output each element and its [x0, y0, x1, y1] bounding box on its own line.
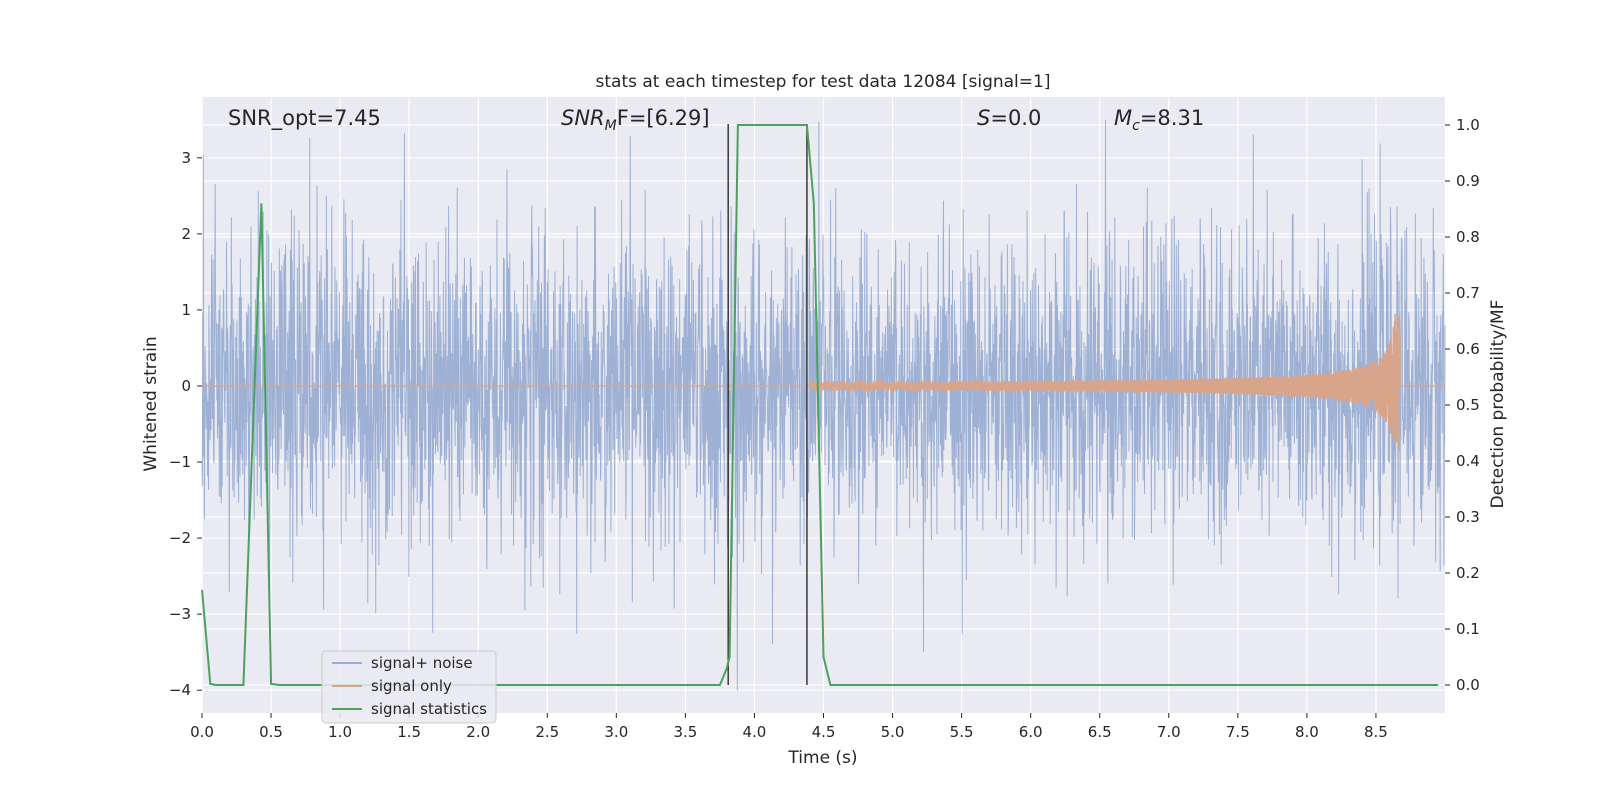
series-signal-noise	[201, 119, 1446, 691]
x-tick-label: 5.5	[950, 723, 974, 741]
x-tick-label: 0.5	[259, 723, 283, 741]
x-axis-label: Time (s)	[787, 748, 857, 768]
y-axis-label-left: Whitened strain	[141, 336, 161, 471]
x-tick-label: 4.5	[812, 723, 836, 741]
x-tick-label: 2.5	[535, 723, 559, 741]
annotation-s: S=0.0	[977, 106, 1041, 130]
x-tick-label: 5.0	[881, 723, 905, 741]
signal-statistics-layer	[201, 124, 1439, 686]
series-signal-only	[202, 313, 1445, 451]
legend: signal+ noise signal only signal statist…	[321, 650, 497, 724]
legend-label-signal: signal only	[371, 677, 452, 695]
x-tick-label: 4.0	[743, 723, 767, 741]
x-tick-label: 3.0	[604, 723, 628, 741]
annotation-mc: Mc=8.31	[1114, 106, 1204, 134]
y-right-tick-label: 0.3	[1456, 508, 1480, 526]
y-right-tick-label: 0.5	[1456, 396, 1480, 414]
y-axis-label-right: Detection probability/MF	[1488, 300, 1508, 509]
marker-lines	[727, 124, 808, 685]
x-tick-label: 6.0	[1019, 723, 1043, 741]
y-left-tick-label: −1	[169, 453, 191, 471]
x-tick-label: 7.5	[1226, 723, 1250, 741]
y-left-tick-label: −4	[169, 681, 191, 699]
signal-noise-layer	[201, 119, 1446, 691]
y-right-tick-label: 0.1	[1456, 620, 1480, 638]
y-left-tick-label: 1	[181, 301, 191, 319]
x-tick-label: 2.0	[466, 723, 490, 741]
legend-label-statistics: signal statistics	[371, 700, 487, 718]
chart-title: stats at each timestep for test data 120…	[596, 72, 1051, 92]
ticks: 0.0 0.5 1.0 1.5 2.0 2.5 3.0 3.5 4.0 4.5 5.0 5.5 6.0 6…	[169, 116, 1480, 741]
y-right-tick-label: 0.0	[1456, 676, 1480, 694]
x-tick-label: 6.5	[1088, 723, 1112, 741]
x-tick-label: 8.0	[1295, 723, 1319, 741]
y-right-tick-label: 0.4	[1456, 452, 1480, 470]
x-tick-label: 8.5	[1364, 723, 1388, 741]
legend-box	[321, 650, 497, 724]
series-signal-statistics	[201, 124, 1439, 686]
y-right-tick-label: 0.8	[1456, 228, 1480, 246]
annotation-snr-opt: SNR_opt=7.45	[228, 106, 381, 131]
legend-label-noise: signal+ noise	[371, 654, 473, 672]
y-right-tick-label: 0.2	[1456, 564, 1480, 582]
x-tick-label: 1.5	[397, 723, 421, 741]
y-left-tick-label: 0	[181, 377, 191, 395]
y-left-tick-label: −3	[169, 605, 191, 623]
x-tick-label: 0.0	[190, 723, 214, 741]
y-left-tick-label: −2	[169, 529, 191, 547]
signal-only-layer	[202, 313, 1445, 451]
y-right-tick-label: 0.7	[1456, 284, 1480, 302]
x-tick-label: 1.0	[328, 723, 352, 741]
y-left-tick-label: 3	[181, 149, 191, 167]
x-tick-label: 3.5	[673, 723, 697, 741]
y-right-tick-label: 1.0	[1456, 116, 1480, 134]
y-left-tick-label: 2	[181, 225, 191, 243]
y-right-tick-label: 0.6	[1456, 340, 1480, 358]
x-tick-label: 7.0	[1157, 723, 1181, 741]
annotation-snr-mf: SNRMF=[6.29]	[561, 106, 710, 134]
y-right-tick-label: 0.9	[1456, 172, 1480, 190]
